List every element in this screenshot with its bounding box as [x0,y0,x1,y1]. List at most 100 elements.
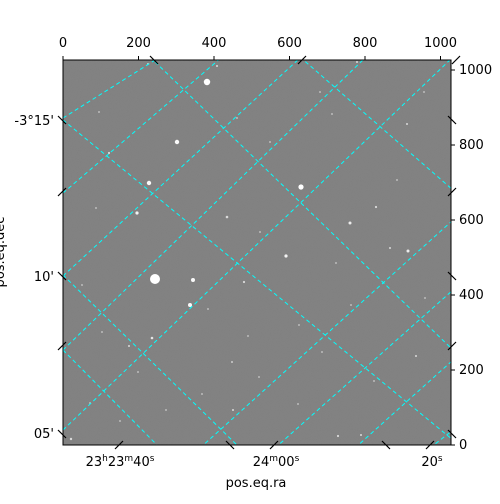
star [259,231,261,233]
ra-tick-label-3: 20s [421,454,443,470]
star [360,434,362,436]
grid-line [152,60,451,349]
star [356,61,358,63]
star [258,376,260,378]
ra-minutes: 24 [253,455,270,470]
star [331,113,333,115]
ra-seconds: 40 [133,455,150,470]
star [415,355,417,357]
coordinate-grid [63,60,451,445]
star [188,303,192,307]
star [216,65,218,67]
bottom-axis: 23h23m40s 24m00s 20s pos.eq.ra [86,454,443,491]
dec-tick-label: -3°15' [14,114,54,129]
right-tick-label: 200 [459,363,484,378]
grid-line [63,60,364,351]
star [95,207,97,209]
star [396,179,398,181]
star [374,205,378,209]
top-tick-label: 1000 [424,36,457,51]
right-tick-label: 800 [459,138,484,153]
star [284,254,288,258]
star [232,409,234,411]
sky-noise [63,60,451,445]
star [423,91,425,93]
y-axis-label: pos.eq.dec [0,217,8,288]
star [321,351,323,353]
grid-line [63,60,451,431]
top-tick-label: 0 [59,36,67,51]
star [350,304,352,306]
ra-tick-label-2: 24m00s [253,454,300,470]
right-tick-label: 1000 [459,63,492,78]
star [389,247,391,249]
star [191,278,195,282]
star [298,184,304,190]
grid-line [63,60,299,277]
star [174,139,180,145]
grid-line [302,60,451,189]
grid-line [63,274,238,445]
right-tick-label: 0 [459,438,467,453]
star-field [69,61,426,441]
star [424,297,426,299]
grid-line [202,221,451,445]
left-axis: -3°15' 10' 05' pos.eq.dec [0,114,54,442]
right-tick-label: 400 [459,288,484,303]
star [146,180,152,186]
dec-tick-label: 05' [34,427,54,442]
star [348,221,352,225]
star [128,345,130,347]
x-axis-label: pos.eq.ra [226,476,287,491]
star [406,123,408,125]
star [165,409,167,411]
star [269,141,271,143]
star [150,336,154,340]
grid-line [63,60,157,119]
star [107,151,111,155]
star [69,437,73,441]
world-ticks [57,55,461,450]
star [135,211,139,215]
ra-hours: 23 [86,455,103,470]
dec-tick-label: 10' [34,270,54,285]
star [81,284,83,286]
star [101,331,103,333]
star [406,249,410,253]
ra-seconds: 00 [278,455,295,470]
star [231,361,233,363]
plot-frame [62,59,452,446]
right-axis: 0 200 400 600 800 1000 [451,63,492,453]
star [207,308,209,310]
star [336,434,340,438]
star [201,393,203,395]
star [236,117,238,119]
ra-tick-label-1: 23h23m40s [86,454,155,470]
grid-line [277,291,451,445]
grid-line [63,119,451,440]
star [298,324,300,326]
star [247,335,249,337]
star [242,280,246,284]
right-tick-label: 600 [459,213,484,228]
star [225,215,229,219]
grid-line [433,430,451,445]
top-tick-label: 600 [277,36,302,51]
star [319,91,321,93]
grid-line [357,361,451,445]
star [335,262,337,264]
star [119,420,121,422]
top-tick-label: 800 [353,36,378,51]
star [98,111,100,113]
top-tick-label: 400 [202,36,227,51]
star [137,371,139,373]
star [203,78,211,86]
star [297,403,299,405]
grid-line [63,349,158,445]
top-tick-label: 200 [126,36,151,51]
ra-seconds: 20 [421,455,438,470]
ra-minutes: 23 [108,455,125,470]
sky-image [63,60,451,445]
